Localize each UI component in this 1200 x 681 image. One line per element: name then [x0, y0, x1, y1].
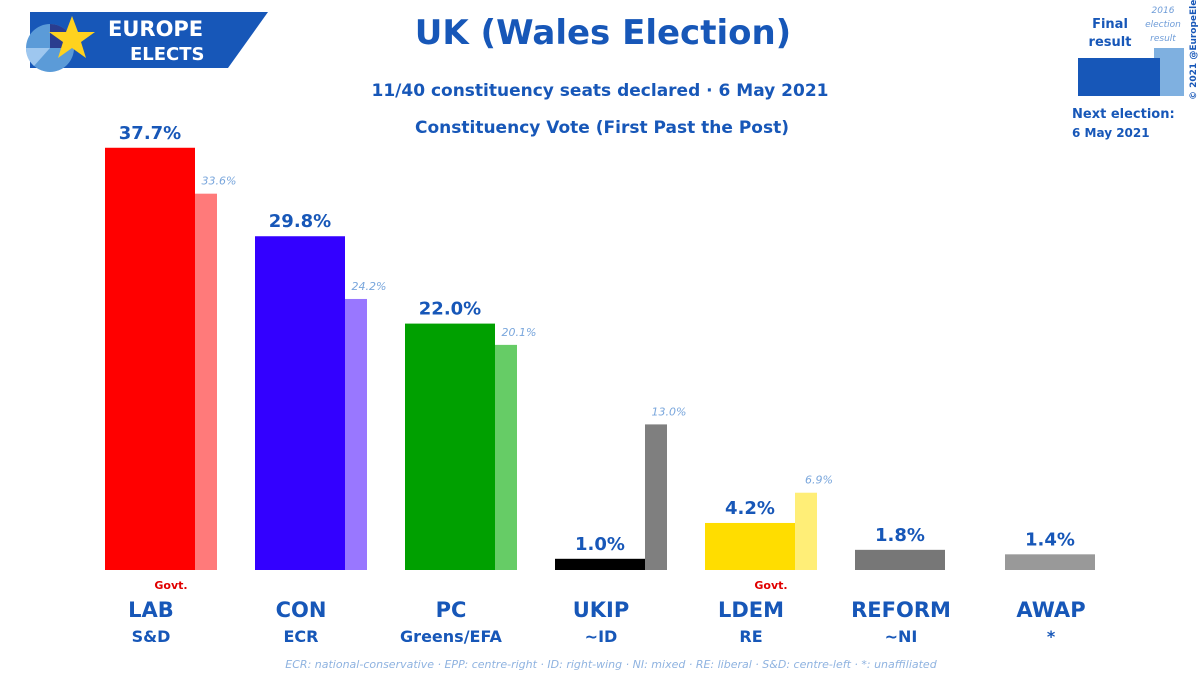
legend: Final result 2016 election result © 2021… — [1072, 0, 1199, 140]
group-label-reform: ~NI — [885, 627, 918, 646]
value-pc: 22.0% — [419, 299, 481, 320]
bars: 33.6% 37.7% Govt. LAB S&D 24.2% 29.8% CON ECR 20.… — [105, 123, 1095, 646]
govt-label-ldem: Govt. — [754, 579, 787, 592]
group-label-ldem: RE — [739, 627, 762, 646]
value-ukip: 1.0% — [575, 534, 625, 555]
party-label-con: CON — [276, 598, 327, 622]
bar-lab — [105, 147, 195, 570]
footnote: ECR: national-conservative · EPP: centre… — [285, 658, 937, 671]
party-label-ldem: LDEM — [718, 598, 784, 622]
bar-prev-ukip — [645, 424, 667, 570]
legend-final-label-2: result — [1089, 35, 1132, 50]
group-label-ukip: ~ID — [585, 627, 618, 646]
legend-prev-label-3: result — [1150, 34, 1176, 44]
brand-line2: ELECTS — [130, 44, 205, 65]
legend-final-label-1: Final — [1092, 17, 1128, 32]
value-prev-lab: 33.6% — [202, 175, 237, 188]
govt-label-lab: Govt. — [154, 579, 187, 592]
brand-banner — [30, 12, 268, 68]
bar-prev-lab — [195, 193, 217, 570]
group-label-con: ECR — [284, 627, 319, 646]
party-label-ukip: UKIP — [573, 598, 630, 622]
bar-pc — [405, 323, 495, 570]
bar-ldem — [705, 522, 795, 570]
bar-prev-pc — [495, 344, 517, 570]
next-election-label: Next election: — [1072, 107, 1175, 122]
bar-reform — [855, 549, 945, 570]
brand-logo: EUROPE ELECTS — [25, 12, 268, 72]
value-prev-pc: 20.1% — [502, 326, 537, 339]
logo-segment-b-icon — [25, 48, 50, 66]
bar-ukip — [555, 558, 645, 570]
copyright-text: © 2021 @EuropeElects — [1189, 0, 1199, 100]
value-prev-con: 24.2% — [352, 280, 387, 293]
group-label-awap: * — [1047, 627, 1056, 646]
legend-final-swatch — [1078, 58, 1160, 96]
bar-con — [255, 236, 345, 571]
value-ldem: 4.2% — [725, 498, 775, 519]
value-prev-ukip: 13.0% — [652, 405, 687, 418]
value-lab: 37.7% — [119, 123, 181, 144]
party-label-reform: REFORM — [851, 598, 951, 622]
group-label-pc: Greens/EFA — [400, 627, 503, 646]
next-election-date: 6 May 2021 — [1072, 126, 1150, 140]
bar-prev-ldem — [795, 492, 817, 570]
value-con: 29.8% — [269, 211, 331, 232]
subtitle-vote: Constituency Vote (First Past the Post) — [415, 118, 789, 138]
party-label-pc: PC — [436, 598, 467, 622]
value-prev-ldem: 6.9% — [805, 474, 833, 487]
party-label-awap: AWAP — [1016, 598, 1085, 622]
legend-prev-label-1: 2016 — [1152, 6, 1175, 16]
bar-prev-con — [345, 298, 367, 570]
group-label-lab: S&D — [132, 627, 171, 646]
value-reform: 1.8% — [875, 525, 925, 546]
brand-line1: EUROPE — [108, 17, 203, 41]
subtitle-seats: 11/40 constituency seats declared · 6 Ma… — [372, 81, 829, 101]
value-awap: 1.4% — [1025, 529, 1075, 550]
legend-prev-label-2: election — [1145, 20, 1181, 30]
star-icon — [49, 16, 95, 58]
party-label-lab: LAB — [128, 598, 174, 622]
bar-awap — [1005, 554, 1095, 570]
page-title: UK (Wales Election) — [415, 13, 791, 53]
